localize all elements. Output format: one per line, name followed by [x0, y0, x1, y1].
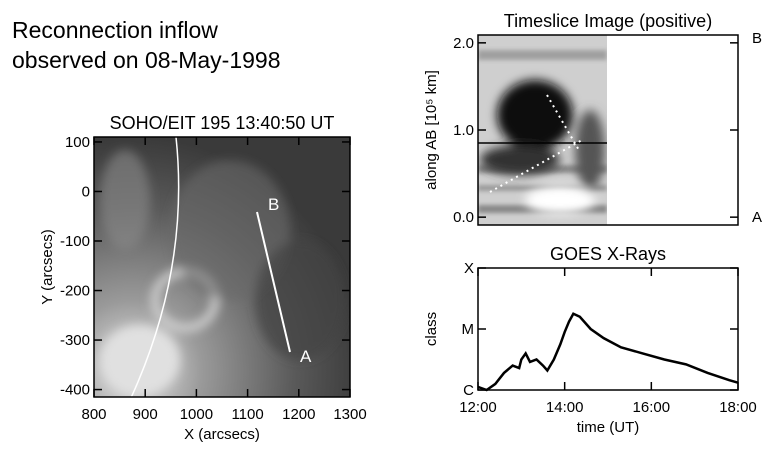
y-tick-label: 0.0	[453, 209, 474, 226]
data-line	[477, 312, 739, 392]
x-tick-label: 900	[133, 406, 158, 423]
y-tick-label: 100	[65, 134, 90, 151]
x-axis-label: X (arcsecs)	[184, 426, 260, 443]
slit-line	[256, 211, 291, 353]
axes-frame	[93, 136, 351, 398]
page-title: observed on 08-May-1998	[12, 47, 281, 73]
y-axis-label: Y (arcsecs)	[39, 229, 56, 305]
slit-marker: A	[752, 209, 762, 226]
x-tick-label: 12:00	[459, 399, 497, 416]
y-tick-label: -100	[60, 233, 90, 250]
timeslice-image	[478, 35, 607, 225]
x-tick-label: 14:00	[546, 399, 584, 416]
y-tick-label: 2.0	[453, 35, 474, 52]
y-tick-label: C	[463, 382, 474, 399]
y-tick-label: X	[464, 260, 474, 277]
y-tick-label: -300	[60, 332, 90, 349]
x-tick-label: 1000	[180, 406, 213, 423]
y-axis-label: along AB [10⁵ km]	[423, 70, 440, 190]
x-tick-label: 1200	[282, 406, 315, 423]
x-tick-label: 16:00	[633, 399, 671, 416]
x-tick-label: 1300	[333, 406, 366, 423]
x-tick-label: 18:00	[719, 399, 757, 416]
page-title: Reconnection inflow	[12, 17, 218, 43]
panel-title: SOHO/EIT 195 13:40:50 UT	[110, 113, 335, 133]
panel-title: GOES X-Rays	[550, 244, 666, 264]
y-tick-label: -200	[60, 283, 90, 300]
x-tick-label: 1100	[231, 406, 263, 423]
y-tick-label: 1.0	[453, 122, 474, 139]
x-tick-label: 800	[81, 406, 106, 423]
axes-frame	[477, 267, 739, 391]
euv-image	[94, 137, 350, 397]
x-axis-label: time (UT)	[577, 419, 640, 436]
panel-title: Timeslice Image (positive)	[504, 11, 712, 31]
y-tick-label: 0	[82, 183, 90, 200]
y-tick-label: M	[462, 321, 475, 338]
slit-marker: B	[268, 195, 279, 214]
slit-marker: B	[752, 30, 762, 47]
slit-marker: A	[300, 347, 312, 366]
y-axis-label: class	[423, 312, 440, 346]
y-tick-label: -400	[60, 382, 90, 399]
